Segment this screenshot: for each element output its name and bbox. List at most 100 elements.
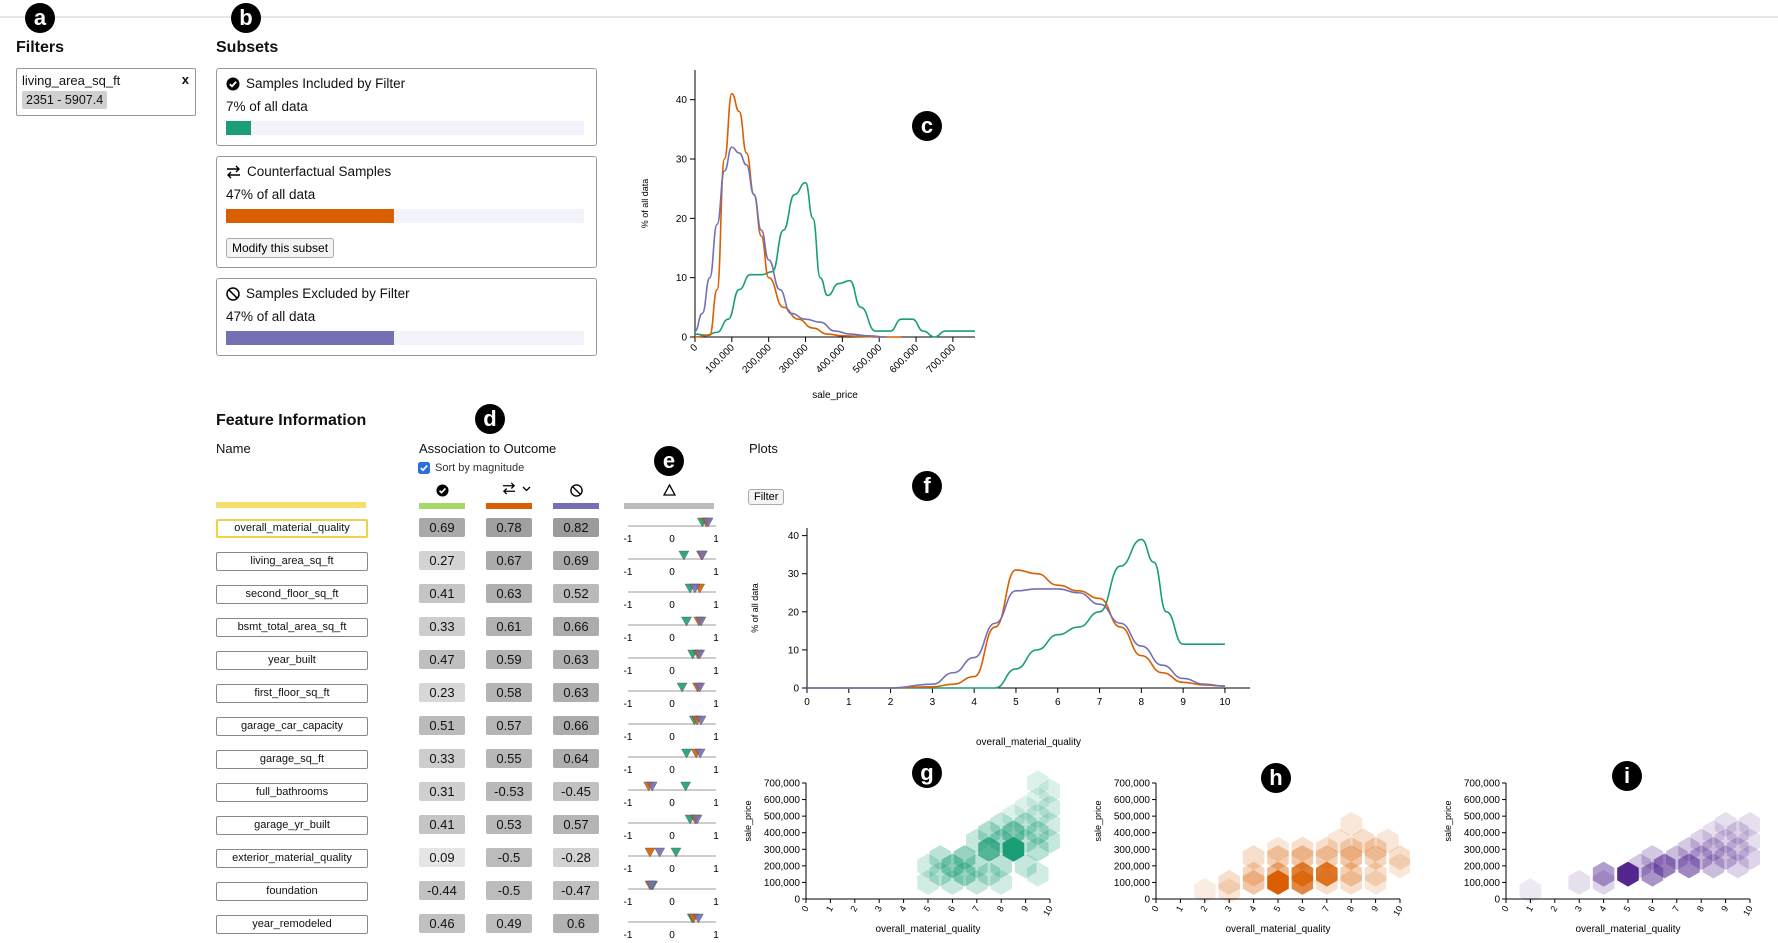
hex-bin xyxy=(1739,828,1760,854)
difference-axis-tick-label: 1 xyxy=(713,600,719,611)
hex-bin xyxy=(1242,861,1265,887)
hex-bin xyxy=(990,811,1012,837)
feature-name-button[interactable]: garage_yr_built xyxy=(216,816,368,835)
feature-name-button[interactable]: overall_material_quality xyxy=(216,519,368,538)
association-cell-excluded: 0.82 xyxy=(553,518,599,537)
association-cell-counterfactual: 0.78 xyxy=(486,518,532,537)
feature-name-button[interactable]: first_floor_sq_ft xyxy=(216,684,368,703)
x-axis-label: overall_material_quality xyxy=(875,924,980,935)
check-circle-icon xyxy=(226,77,240,90)
association-cell-counterfactual: 0.53 xyxy=(486,815,532,834)
feature-name-button[interactable]: exterior_material_quality xyxy=(216,849,368,868)
annotation-badge-f: f xyxy=(912,471,942,501)
hex-bin xyxy=(1316,836,1338,862)
feature-name-button[interactable]: bsmt_total_area_sq_ft xyxy=(216,618,368,637)
x-tick-label: 0 xyxy=(1500,904,1511,913)
y-axis-label: % of all data xyxy=(640,179,650,229)
hexbin-excluded-chart: 0 1 2 3 4 5 6 7 8 9 10 0 100,000 200,000 300,000 400,00… xyxy=(1443,779,1760,935)
association-cell-included: 0.33 xyxy=(419,749,465,768)
feature-name-button[interactable]: full_bathrooms xyxy=(216,783,368,802)
difference-axis-tick-label: -1 xyxy=(624,699,633,710)
association-cell-counterfactual: 0.59 xyxy=(486,650,532,669)
association-cell-counterfactual: -0.53 xyxy=(486,782,532,801)
hex-bin xyxy=(1364,845,1387,871)
counterfactual-column-color xyxy=(486,503,532,509)
difference-axis-tick-label: -1 xyxy=(624,930,633,941)
plot-filter-button[interactable]: Filter xyxy=(748,489,785,505)
x-tick-label: 2 xyxy=(848,904,859,913)
subset-excluded-pct: 47% of all data xyxy=(226,309,316,324)
x-tick-label: 7 xyxy=(1670,904,1681,913)
hex-bin xyxy=(1629,853,1651,879)
feature-name-button[interactable]: foundation xyxy=(216,882,368,901)
association-cell-counterfactual: 0.57 xyxy=(486,716,532,735)
sort-by-magnitude-label: Sort by magnitude xyxy=(435,462,525,474)
x-axis-label: overall_material_quality xyxy=(1225,924,1330,935)
annotation-badge-b: b xyxy=(231,3,261,33)
hex-bin xyxy=(978,861,1000,887)
x-tick-label: 6 xyxy=(946,904,957,913)
difference-axis-tick-label: 0 xyxy=(669,765,675,776)
difference-axis-tick-label: -1 xyxy=(624,831,633,842)
association-column-header: Association to Outcome xyxy=(419,441,557,456)
x-tick-label: 400,000 xyxy=(814,342,848,376)
hex-bin xyxy=(1739,845,1760,871)
hex-bin xyxy=(1027,770,1049,796)
difference-axis-tick-label: 0 xyxy=(669,831,675,842)
hex-bin xyxy=(1714,845,1737,871)
hex-bin xyxy=(1617,861,1639,887)
difference-axis-tick-label: 1 xyxy=(713,567,719,578)
x-tick-label: 10 xyxy=(1219,697,1231,708)
hex-bin xyxy=(1291,836,1314,862)
association-difference-axis: -1 0 1 xyxy=(624,682,719,710)
difference-marker-excluded xyxy=(654,847,666,858)
feature-name-button[interactable]: garage_sq_ft xyxy=(216,750,368,769)
hex-bin xyxy=(1014,811,1037,837)
subset-counterfactual-bar xyxy=(226,209,584,223)
hex-bin xyxy=(1002,836,1025,862)
x-tick-label: 2 xyxy=(888,697,894,708)
y-tick-label: 0 xyxy=(681,333,687,344)
y-tick-label: 100,000 xyxy=(1464,878,1501,889)
feature-name-button[interactable]: year_remodeled xyxy=(216,915,368,934)
hex-bin xyxy=(1727,853,1749,879)
hex-bin xyxy=(1218,878,1240,904)
modify-subset-button[interactable]: Modify this subset xyxy=(226,238,335,258)
hex-bin xyxy=(1727,820,1749,846)
x-tick-label: 3 xyxy=(1573,904,1584,913)
sort-checkbox[interactable] xyxy=(418,462,430,474)
hex-bin xyxy=(1039,795,1060,821)
x-tick-label: 6 xyxy=(1296,904,1307,913)
x-tick-label: 8 xyxy=(1695,904,1706,913)
filter-range[interactable]: 2351 - 5907.4 xyxy=(22,91,108,109)
association-cell-excluded: 0.63 xyxy=(553,683,599,702)
association-cell-excluded: 0.63 xyxy=(553,650,599,669)
feature-name-button[interactable]: second_floor_sq_ft xyxy=(216,585,368,604)
difference-axis-tick-label: -1 xyxy=(624,567,633,578)
difference-marker-included xyxy=(678,550,690,561)
x-tick-label: 7 xyxy=(970,904,981,913)
hex-bin xyxy=(1340,845,1362,871)
prohibited-icon xyxy=(570,484,583,497)
sort-by-magnitude-option[interactable]: Sort by magnitude xyxy=(418,462,524,474)
annotation-badge-i: i xyxy=(1612,761,1642,791)
y-tick-label: 100,000 xyxy=(1114,878,1151,889)
subset-included-card[interactable]: Samples Included by Filter 7% of all dat… xyxy=(216,68,597,146)
subset-counterfactual-card[interactable]: Counterfactual Samples 47% of all data M… xyxy=(216,156,597,268)
counterfactual-sort-toggle[interactable] xyxy=(502,482,531,495)
difference-axis-tick-label: -1 xyxy=(624,534,633,545)
feature-name-button[interactable]: living_area_sq_ft xyxy=(216,552,368,571)
association-difference-axis: -1 0 1 xyxy=(624,880,719,908)
y-tick-label: 500,000 xyxy=(764,812,801,823)
subsets-heading: Subsets xyxy=(216,39,279,56)
association-difference-axis: -1 0 1 xyxy=(624,913,719,941)
x-tick-label: 7 xyxy=(1320,904,1331,913)
x-tick-label: 9 xyxy=(1719,904,1730,913)
difference-axis-tick-label: -1 xyxy=(624,765,633,776)
subset-excluded-card[interactable]: Samples Excluded by Filter 47% of all da… xyxy=(216,278,597,356)
filter-remove-button[interactable]: x xyxy=(181,72,189,87)
subset-included-bar-fill xyxy=(226,121,252,135)
difference-axis-tick-label: 0 xyxy=(669,600,675,611)
feature-name-button[interactable]: garage_car_capacity xyxy=(216,717,368,736)
feature-name-button[interactable]: year_built xyxy=(216,651,368,670)
